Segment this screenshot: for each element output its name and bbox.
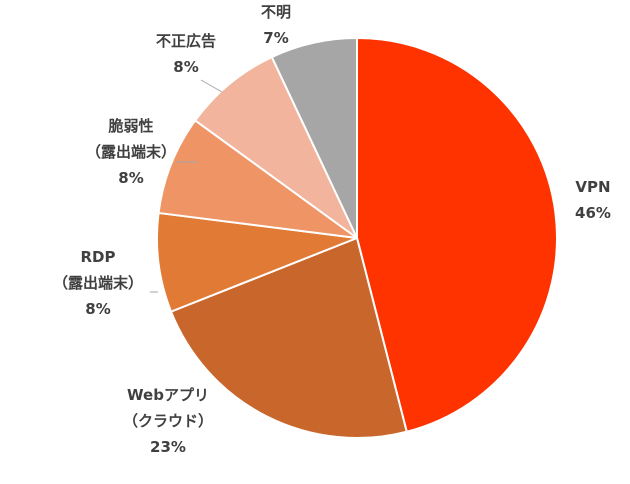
slice-labels: VPN 46% Webアプリ （クラウド） 23% RDP （露出端末） 8% 脆弱性 （露出端末… bbox=[53, 3, 611, 456]
pie-slice-4 bbox=[193, 55, 358, 239]
slice-value-label: 8% bbox=[118, 169, 143, 187]
slice-name-label: 脆弱性 bbox=[108, 117, 153, 135]
pie-slice-0 bbox=[356, 36, 558, 433]
slice-value-label: 8% bbox=[173, 58, 198, 76]
slice-name-label: RDP bbox=[81, 248, 116, 266]
slice-value-label: 7% bbox=[263, 29, 288, 47]
slice-label-1: Webアプリ （クラウド） 23% bbox=[123, 386, 213, 456]
leader-lines bbox=[150, 79, 223, 293]
pie-slice-3 bbox=[157, 119, 358, 239]
leader-line-4 bbox=[200, 79, 223, 93]
slice-label-5: 不明 7% bbox=[261, 3, 291, 47]
slice-label-4: 不正広告 8% bbox=[156, 32, 216, 76]
pie-slice-1 bbox=[169, 236, 408, 439]
slice-label-0: VPN 46% bbox=[575, 178, 611, 222]
slice-name-label: 不明 bbox=[261, 3, 291, 21]
slice-name-label: （露出端末） bbox=[53, 274, 143, 292]
slice-value-label: 23% bbox=[150, 438, 186, 456]
pie-slice-2 bbox=[156, 211, 358, 313]
slice-name-label: Webアプリ bbox=[127, 386, 209, 404]
slice-label-2: RDP （露出端末） 8% bbox=[53, 248, 143, 318]
slice-value-label: 8% bbox=[85, 300, 110, 318]
slice-label-3: 脆弱性 （露出端末） 8% bbox=[86, 117, 176, 187]
pie-slices bbox=[156, 36, 558, 439]
slice-name-label: VPN bbox=[575, 178, 610, 196]
slice-name-label: （露出端末） bbox=[86, 143, 176, 161]
slice-name-label: （クラウド） bbox=[123, 412, 213, 430]
slice-name-label: 不正広告 bbox=[156, 32, 216, 50]
pie-slice-5 bbox=[270, 36, 358, 239]
slice-value-label: 46% bbox=[575, 204, 611, 222]
